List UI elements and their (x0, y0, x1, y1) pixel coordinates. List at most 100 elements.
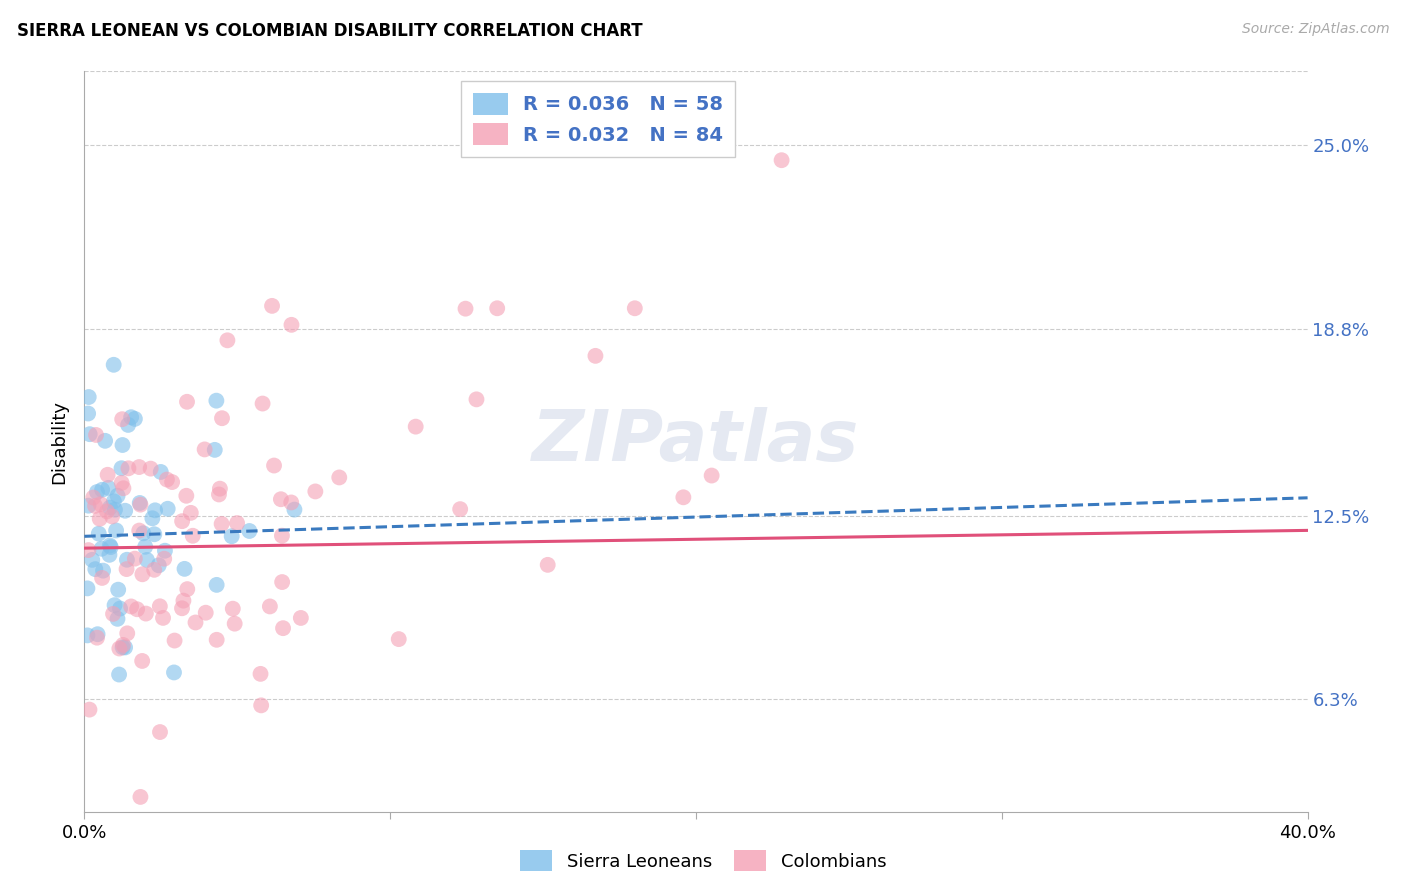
Point (98, 548, 121, 562)
Point (76, 582, 98, 596)
Point (82, 553, 104, 567)
Point (149, 599, 172, 614)
Point (280, 495, 302, 509)
Point (263, 458, 285, 473)
Point (163, 665, 186, 680)
Point (217, 334, 239, 348)
Point (170, 601, 193, 615)
Point (672, 491, 695, 505)
Point (112, 481, 135, 495)
Point (153, 543, 176, 558)
Y-axis label: Disability: Disability (51, 400, 69, 483)
Point (107, 582, 129, 597)
Point (97, 481, 120, 495)
Point (128, 460, 150, 475)
Point (388, 632, 411, 646)
Point (91, 571, 114, 585)
Text: SIERRA LEONEAN VS COLOMBIAN DISABILITY CORRELATION CHART: SIERRA LEONEAN VS COLOMBIAN DISABILITY C… (17, 22, 643, 40)
Point (280, 318, 302, 332)
Point (120, 410, 142, 425)
Point (96, 504, 118, 518)
Point (94, 434, 117, 448)
Point (152, 611, 174, 625)
Point (208, 482, 231, 496)
Point (141, 511, 163, 525)
Point (111, 412, 134, 426)
Point (160, 475, 183, 489)
Point (103, 358, 125, 372)
Point (226, 516, 249, 530)
Point (136, 553, 159, 567)
Point (454, 301, 477, 316)
Point (112, 638, 135, 652)
Point (405, 419, 427, 434)
Point (163, 633, 186, 648)
Point (129, 789, 152, 804)
Point (110, 461, 132, 475)
Point (176, 394, 198, 409)
Point (117, 461, 139, 475)
Point (211, 516, 233, 531)
Point (153, 551, 176, 566)
Point (77, 499, 100, 513)
Point (143, 503, 166, 517)
Point (111, 475, 134, 490)
Point (250, 698, 273, 713)
Point (107, 489, 129, 503)
Point (156, 501, 179, 516)
Point (290, 611, 312, 625)
Point (91, 564, 114, 578)
Point (176, 489, 198, 503)
Point (770, 153, 793, 168)
Point (79, 427, 101, 442)
Point (124, 551, 146, 566)
Point (86, 485, 108, 500)
Point (194, 606, 217, 620)
Point (181, 529, 204, 543)
Point (127, 602, 149, 616)
Point (84, 428, 107, 442)
Point (449, 502, 471, 516)
Point (111, 640, 134, 655)
Point (208, 487, 231, 501)
Point (465, 392, 488, 407)
Point (176, 582, 198, 596)
Text: ZIPatlas: ZIPatlas (533, 407, 859, 476)
Point (115, 562, 138, 576)
Point (128, 524, 150, 538)
Point (79, 703, 101, 717)
Point (283, 502, 305, 516)
Text: Source: ZipAtlas.com: Source: ZipAtlas.com (1241, 22, 1389, 37)
Point (172, 593, 194, 607)
Point (328, 470, 350, 484)
Point (222, 601, 245, 615)
Point (132, 526, 155, 541)
Point (84, 562, 107, 576)
Point (221, 529, 243, 543)
Point (97, 467, 120, 482)
Point (115, 626, 138, 640)
Point (211, 411, 233, 425)
Point (115, 553, 138, 567)
Point (260, 299, 283, 313)
Point (108, 667, 131, 681)
Legend: R = 0.036   N = 58, R = 0.032   N = 84: R = 0.036 N = 58, R = 0.032 N = 84 (461, 81, 735, 157)
Point (205, 393, 228, 408)
Point (108, 601, 131, 615)
Point (149, 465, 172, 479)
Point (101, 509, 124, 524)
Point (86, 631, 108, 645)
Point (184, 615, 207, 630)
Point (700, 468, 723, 483)
Point (86, 627, 108, 641)
Point (129, 498, 152, 512)
Point (156, 473, 179, 487)
Point (124, 412, 146, 426)
Point (486, 301, 509, 316)
Point (77, 390, 100, 404)
Point (120, 599, 142, 614)
Point (271, 621, 294, 635)
Point (131, 567, 153, 582)
Point (271, 575, 294, 590)
Point (624, 301, 647, 316)
